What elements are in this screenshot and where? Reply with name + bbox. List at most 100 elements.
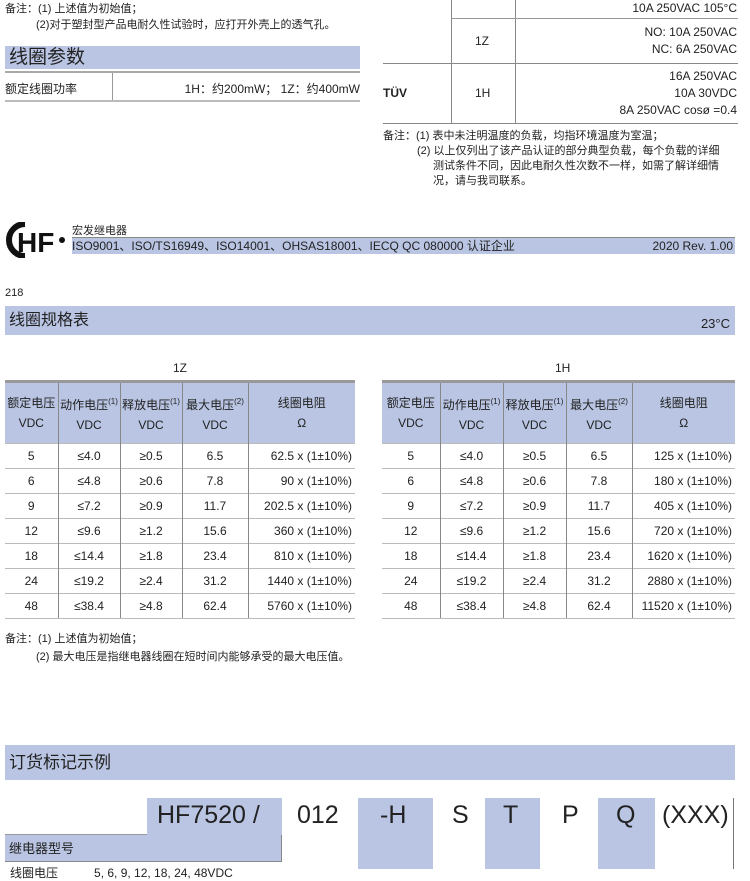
table-cell: ≤19.2 — [439, 568, 503, 594]
temperature: 23°C — [700, 316, 730, 331]
revision: 2020 Rev. 1.00 — [652, 239, 733, 253]
table-cell: 12 — [382, 518, 440, 544]
cert-line: NC: 6A 250VAC — [651, 42, 737, 56]
table-row: 24 ≤19.2 ≥2.4 31.2 1440 x (1±10%) — [5, 568, 355, 594]
column-header: 额定电压 VDC — [5, 380, 58, 444]
table-cell: 7.8 — [565, 468, 632, 494]
column-header: 线圈电阻 Ω — [631, 380, 735, 444]
divider — [5, 71, 360, 73]
table-row: 9 ≤7.2 ≥0.9 11.7 202.5 x (1±10%) — [5, 493, 355, 519]
coil-power-label: 额定线圈功率 — [5, 82, 78, 96]
table-cell: 62.4 — [181, 593, 248, 619]
cert-row0: 10A 250VAC 105°C — [632, 1, 737, 15]
table-cell: ≤4.0 — [439, 443, 503, 469]
table-cell: ≤14.4 — [57, 543, 120, 569]
table-cell: 62.4 — [565, 593, 632, 619]
table-cell: 5760 x (1±10%) — [247, 593, 355, 619]
section-coil-params: 线圈参数 — [5, 46, 360, 69]
table-cell: ≤38.4 — [57, 593, 120, 619]
cert-line: 16A 250VAC — [669, 69, 737, 83]
coil-note-1: 备注：(1) 上述值为初始值； — [5, 633, 143, 645]
table-cell: 11.7 — [181, 493, 248, 519]
section-title: 订货标记示例 — [9, 753, 111, 772]
divider — [383, 63, 738, 64]
table-cell: ≥0.6 — [502, 468, 566, 494]
table-cell: ≤9.6 — [57, 518, 120, 544]
divider — [383, 123, 738, 124]
table-cell: 5 — [382, 443, 440, 469]
table-cell: ≥0.9 — [502, 493, 566, 519]
relay-model-label: 继电器型号 — [9, 841, 75, 856]
table-row: 6 ≤4.8 ≥0.6 7.8 90 x (1±10%) — [5, 468, 355, 494]
table-cell: ≤7.2 — [439, 493, 503, 519]
cert-row1: NO: 10A 250VAC NC: 6A 250VAC — [645, 24, 738, 58]
table-cell: 62.5 x (1±10%) — [247, 443, 355, 469]
table-cell: ≥4.8 — [119, 593, 182, 619]
table-cell: 18 — [5, 543, 58, 569]
table-row: 9 ≤7.2 ≥0.9 11.7 405 x (1±10%) — [382, 493, 735, 519]
table-cell: 15.6 — [565, 518, 632, 544]
cert-type-1z: 1Z — [475, 34, 490, 48]
table-cell: 1620 x (1±10%) — [631, 543, 735, 569]
divider — [5, 100, 360, 102]
table-cell: ≥2.4 — [119, 568, 182, 594]
table-cell: ≥1.2 — [502, 518, 566, 544]
divider — [112, 73, 113, 100]
table-cell: ≤14.4 — [439, 543, 503, 569]
column-header: 释放电压(1) VDC — [502, 380, 566, 444]
header-row: 额定电压 VDC 动作电压(1) VDC 释放电压(1) VDC 最大电压(2) VDC 线圈电… — [382, 380, 735, 444]
column-header: 最大电压(2) VDC — [181, 380, 248, 444]
h-box — [358, 798, 433, 869]
table-label-1z: 1Z — [173, 361, 188, 375]
top-note-2: (2)对于塑封型产品电耐久性试验时，应打开外壳上的透气孔。 — [36, 19, 336, 31]
table-cell: 15.6 — [181, 518, 248, 544]
table-cell: ≤19.2 — [57, 568, 120, 594]
table-row: 24 ≤19.2 ≥2.4 31.2 2880 x (1±10%) — [382, 568, 735, 594]
divider — [733, 798, 734, 869]
table-cell: 6 — [382, 468, 440, 494]
table-cell: 11520 x (1±10%) — [631, 593, 735, 619]
table-cell: 405 x (1±10%) — [631, 493, 735, 519]
table-row: 12 ≤9.6 ≥1.2 15.6 720 x (1±10%) — [382, 518, 735, 544]
table-cell: 6 — [5, 468, 58, 494]
table-cell: 31.2 — [181, 568, 248, 594]
divider — [5, 834, 147, 835]
table-cell: ≤9.6 — [439, 518, 503, 544]
section-title: 线圈规格表 — [9, 312, 90, 329]
column-header: 动作电压(1) VDC — [57, 380, 120, 444]
code-model: HF7520 / — [157, 801, 260, 829]
table-row: 18 ≤14.4 ≥1.8 23.4 1620 x (1±10%) — [382, 543, 735, 569]
table-cell: ≥0.6 — [119, 468, 182, 494]
table-cell: 24 — [382, 568, 440, 594]
cert-tuv: TÜV — [383, 86, 407, 100]
code-p: P — [562, 801, 579, 829]
table-cell: ≥2.4 — [502, 568, 566, 594]
table-cell: 6.5 — [181, 443, 248, 469]
code-s: S — [452, 801, 469, 829]
table-cell: 810 x (1±10%) — [247, 543, 355, 569]
table-cell: ≥0.5 — [502, 443, 566, 469]
code-suffix: (XXX) — [662, 801, 729, 829]
cert-bar: ISO9001、ISO/TS16949、ISO14001、OHSAS18001、… — [72, 237, 735, 254]
cert-line: 8A 250VAC cosø =0.4 — [619, 103, 737, 117]
code-h: -H — [380, 801, 407, 829]
table-cell: ≤38.4 — [439, 593, 503, 619]
table-cell: 180 x (1±10%) — [631, 468, 735, 494]
cert-type-1h: 1H — [475, 86, 491, 100]
coil-table-1h: 额定电压 VDC 动作电压(1) VDC 释放电压(1) VDC 最大电压(2) VDC 线圈电… — [382, 380, 735, 619]
column-header: 动作电压(1) VDC — [439, 380, 503, 444]
table-cell: ≥1.8 — [502, 543, 566, 569]
svg-text:HF: HF — [17, 227, 54, 258]
table-cell: ≥1.2 — [119, 518, 182, 544]
table-row: 5 ≤4.0 ≥0.5 6.5 125 x (1±10%) — [382, 443, 735, 469]
table-label-1h: 1H — [555, 361, 571, 375]
table-row: 48 ≤38.4 ≥4.8 62.4 5760 x (1±10%) — [5, 593, 355, 619]
section-ordering: 订货标记示例 — [5, 745, 735, 780]
table-row: 48 ≤38.4 ≥4.8 62.4 11520 x (1±10%) — [382, 593, 735, 619]
code-voltage: 012 — [297, 801, 339, 829]
cert-row2: 16A 250VAC 10A 30VDC 8A 250VAC cosø =0.4 — [619, 68, 737, 119]
q-box — [598, 798, 655, 869]
table-row: 12 ≤9.6 ≥1.2 15.6 360 x (1±10%) — [5, 518, 355, 544]
table-cell: 2880 x (1±10%) — [631, 568, 735, 594]
table-cell: ≤4.0 — [57, 443, 120, 469]
